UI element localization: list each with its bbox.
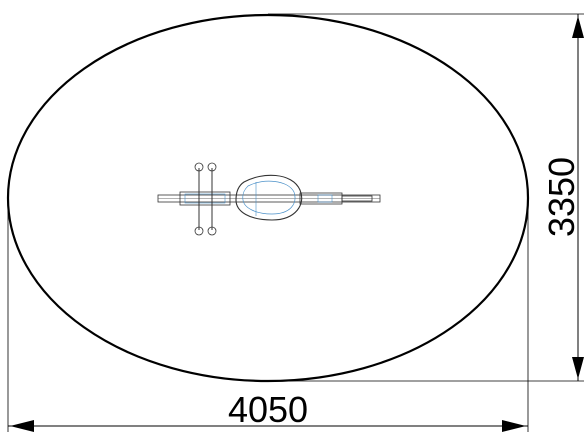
width-arrow-left: [10, 420, 34, 432]
height-label: 3350: [541, 157, 582, 237]
equipment-top-view: [158, 163, 380, 235]
height-arrow-bottom: [572, 357, 584, 379]
equipment-seat-inner: [243, 181, 295, 214]
height-arrow-top: [572, 16, 584, 38]
width-label: 4050: [228, 389, 308, 430]
width-arrow-right: [502, 420, 526, 432]
equipment-seat-body: [236, 175, 302, 220]
safety-zone-outline: [8, 15, 528, 381]
